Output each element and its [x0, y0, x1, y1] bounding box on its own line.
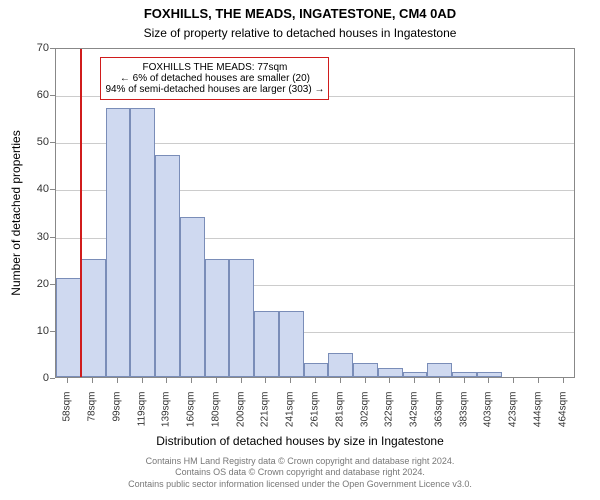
- x-tick-label: 363sqm: [433, 392, 444, 440]
- y-tick-mark: [50, 237, 55, 238]
- y-axis-label: Number of detached properties: [9, 130, 23, 295]
- y-tick-mark: [50, 378, 55, 379]
- chart-subtitle: Size of property relative to detached ho…: [0, 26, 600, 40]
- x-tick-label: 403sqm: [483, 392, 494, 440]
- bar: [403, 372, 428, 377]
- x-tick-mark: [464, 378, 465, 383]
- chart-title: FOXHILLS, THE MEADS, INGATESTONE, CM4 0A…: [0, 6, 600, 21]
- y-tick-mark: [50, 189, 55, 190]
- bar: [229, 259, 254, 377]
- bar: [81, 259, 106, 377]
- bar: [205, 259, 230, 377]
- bar: [106, 108, 131, 377]
- x-tick-label: 302sqm: [359, 392, 370, 440]
- x-tick-mark: [439, 378, 440, 383]
- x-tick-label: 281sqm: [334, 392, 345, 440]
- x-tick-label: 160sqm: [186, 392, 197, 440]
- x-tick-mark: [414, 378, 415, 383]
- y-tick-label: 20: [27, 278, 49, 290]
- x-tick-mark: [142, 378, 143, 383]
- bar: [180, 217, 205, 377]
- x-tick-label: 342sqm: [409, 392, 420, 440]
- x-tick-mark: [191, 378, 192, 383]
- x-tick-label: 180sqm: [210, 392, 221, 440]
- x-tick-mark: [365, 378, 366, 383]
- y-tick-mark: [50, 95, 55, 96]
- y-tick-label: 0: [27, 372, 49, 384]
- attribution-footer: Contains HM Land Registry data © Crown c…: [0, 456, 600, 490]
- bar: [155, 155, 180, 377]
- footer-line: Contains HM Land Registry data © Crown c…: [0, 456, 600, 467]
- x-tick-mark: [488, 378, 489, 383]
- bar: [427, 363, 452, 377]
- x-tick-label: 58sqm: [62, 392, 73, 440]
- x-tick-mark: [117, 378, 118, 383]
- bar: [452, 372, 477, 377]
- x-tick-mark: [563, 378, 564, 383]
- x-tick-mark: [241, 378, 242, 383]
- x-tick-label: 383sqm: [458, 392, 469, 440]
- x-tick-label: 200sqm: [235, 392, 246, 440]
- y-tick-label: 30: [27, 231, 49, 243]
- y-tick-mark: [50, 284, 55, 285]
- x-tick-label: 423sqm: [508, 392, 519, 440]
- chart-container: FOXHILLS, THE MEADS, INGATESTONE, CM4 0A…: [0, 0, 600, 500]
- bar: [304, 363, 329, 377]
- footer-line: Contains OS data © Crown copyright and d…: [0, 467, 600, 478]
- bar: [328, 353, 353, 377]
- bar: [56, 278, 81, 377]
- annotation-line: ← 6% of detached houses are smaller (20): [105, 73, 324, 84]
- y-tick-mark: [50, 48, 55, 49]
- x-tick-mark: [216, 378, 217, 383]
- annotation-line: FOXHILLS THE MEADS: 77sqm: [105, 62, 324, 73]
- x-tick-mark: [538, 378, 539, 383]
- bar: [378, 368, 403, 377]
- footer-line: Contains public sector information licen…: [0, 479, 600, 490]
- x-tick-label: 119sqm: [136, 392, 147, 440]
- bar: [353, 363, 378, 377]
- annotation-line: 94% of semi-detached houses are larger (…: [105, 84, 324, 95]
- x-tick-mark: [67, 378, 68, 383]
- x-tick-mark: [290, 378, 291, 383]
- y-tick-label: 40: [27, 183, 49, 195]
- annotation-box: FOXHILLS THE MEADS: 77sqm← 6% of detache…: [100, 57, 329, 100]
- bar: [279, 311, 304, 377]
- y-tick-mark: [50, 142, 55, 143]
- x-tick-mark: [92, 378, 93, 383]
- x-tick-label: 261sqm: [310, 392, 321, 440]
- y-tick-label: 50: [27, 136, 49, 148]
- x-tick-mark: [166, 378, 167, 383]
- x-tick-label: 241sqm: [285, 392, 296, 440]
- x-tick-label: 221sqm: [260, 392, 271, 440]
- plot-area: FOXHILLS THE MEADS: 77sqm← 6% of detache…: [55, 48, 575, 378]
- x-tick-label: 464sqm: [557, 392, 568, 440]
- x-tick-mark: [513, 378, 514, 383]
- x-tick-label: 322sqm: [384, 392, 395, 440]
- bar: [477, 372, 502, 377]
- x-tick-mark: [340, 378, 341, 383]
- x-tick-mark: [265, 378, 266, 383]
- x-tick-label: 444sqm: [532, 392, 543, 440]
- y-tick-label: 60: [27, 89, 49, 101]
- x-tick-label: 139sqm: [161, 392, 172, 440]
- x-axis-label: Distribution of detached houses by size …: [0, 434, 600, 448]
- x-tick-label: 99sqm: [111, 392, 122, 440]
- y-tick-label: 10: [27, 325, 49, 337]
- x-tick-mark: [315, 378, 316, 383]
- bar: [254, 311, 279, 377]
- x-tick-mark: [389, 378, 390, 383]
- y-tick-mark: [50, 331, 55, 332]
- reference-marker-line: [80, 49, 82, 377]
- bar: [130, 108, 155, 377]
- x-tick-label: 78sqm: [87, 392, 98, 440]
- y-tick-label: 70: [27, 42, 49, 54]
